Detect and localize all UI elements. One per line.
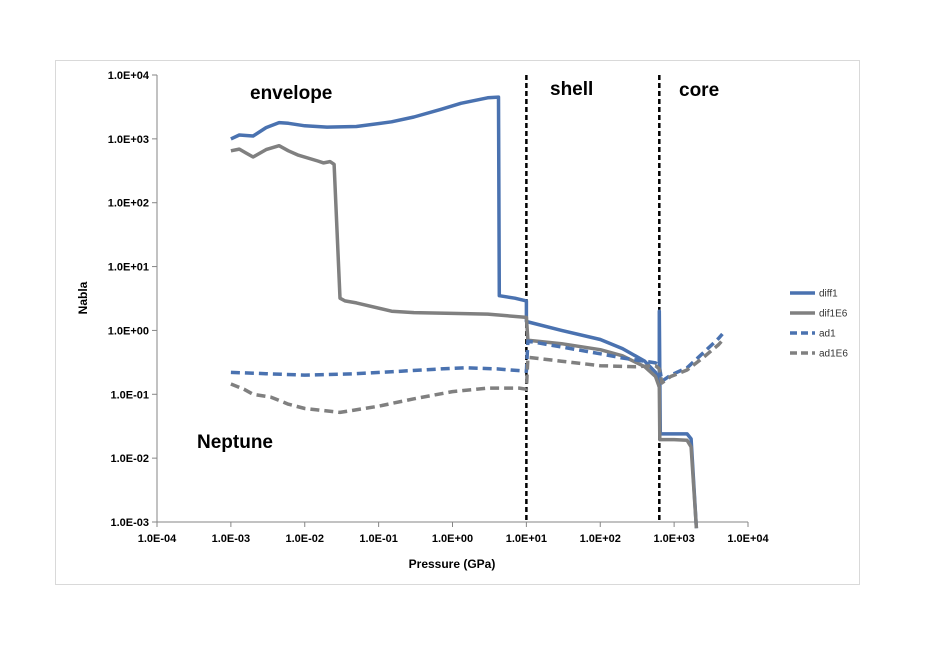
- series-line-diff1: [230, 95, 699, 529]
- y-tick-label: 1.0E+01: [108, 262, 149, 274]
- legend-label: ad1: [819, 329, 836, 340]
- chart-svg: 1.0E-04 1.0E-03 1.0E-02 1.0E-01 1.0E+00 1.0E+…: [76, 70, 848, 571]
- x-tick-label: 1.0E-04: [138, 533, 177, 545]
- x-tick-label: 1.0E+03: [653, 533, 694, 545]
- x-tick-label: 1.0E-03: [212, 533, 251, 545]
- shell-label: shell: [550, 79, 593, 100]
- y-axis-title: Nabla: [76, 281, 90, 314]
- legend-label: ad1E6: [819, 349, 848, 360]
- x-axis-title: Pressure (GPa): [409, 557, 496, 571]
- chart-area: 1.0E-04 1.0E-03 1.0E-02 1.0E-01 1.0E+00 1.0E+…: [55, 60, 860, 585]
- series-line-dif1e6: [230, 143, 699, 529]
- y-tick-label: 1.0E+00: [108, 325, 149, 337]
- x-tick-label: 1.0E-01: [359, 533, 398, 545]
- legend-label: dif1E6: [819, 309, 848, 320]
- legend: diff1 dif1E6 ad1 ad1E6: [790, 289, 848, 360]
- series-line-ad1e6: [230, 339, 724, 415]
- y-tick-label: 1.0E-02: [110, 453, 149, 465]
- y-tick-label: 1.0E+02: [108, 198, 149, 210]
- neptune-label: Neptune: [197, 432, 273, 453]
- x-tick-label: 1.0E-02: [285, 533, 324, 545]
- y-tick-label: 1.0E+04: [108, 70, 150, 82]
- envelope-label: envelope: [250, 83, 332, 104]
- core-label: core: [679, 80, 719, 101]
- x-tick-label: 1.0E+04: [727, 533, 769, 545]
- series-line-ad1: [230, 332, 724, 384]
- x-tick-label: 1.0E+02: [580, 533, 621, 545]
- x-tick-label: 1.0E+01: [506, 533, 547, 545]
- y-tick-label: 1.0E+03: [108, 134, 149, 146]
- legend-label: diff1: [819, 289, 838, 300]
- y-tick-label: 1.0E-03: [110, 517, 149, 529]
- y-tick-label: 1.0E-01: [110, 389, 149, 401]
- x-tick-label: 1.0E+00: [432, 533, 473, 545]
